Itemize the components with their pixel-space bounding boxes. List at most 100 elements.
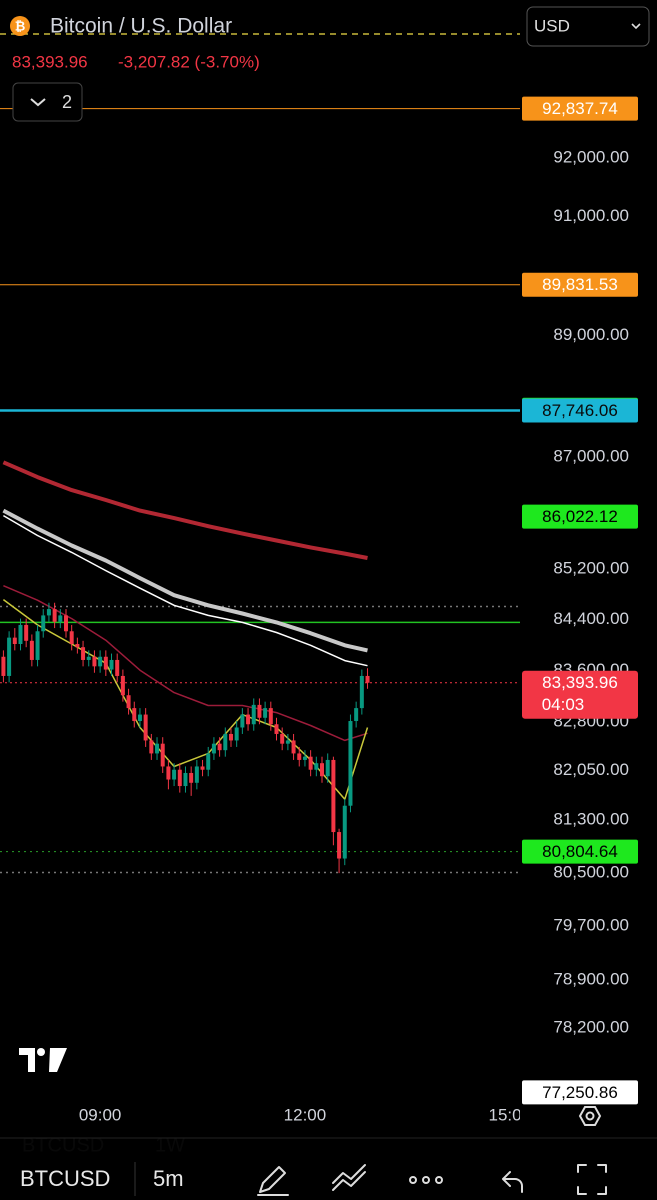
y-tick-label: 82,050.00 <box>553 760 629 779</box>
candle-body <box>194 766 199 783</box>
candle-body <box>149 740 154 754</box>
indicator-toggle[interactable] <box>12 82 83 122</box>
candle-body <box>240 714 245 728</box>
price-label: 89,831.53 <box>542 275 618 294</box>
candle-body <box>46 609 51 616</box>
candle-body <box>206 753 211 770</box>
y-tick-label: 92,000.00 <box>553 148 629 167</box>
tradingview-logo <box>19 1048 67 1072</box>
candle-body <box>251 704 256 725</box>
price-label-box <box>522 1080 638 1105</box>
candle-body <box>314 763 319 770</box>
candle-body <box>280 733 285 744</box>
y-tick-label: 78,200.00 <box>553 1017 629 1036</box>
candle-body <box>223 733 228 751</box>
candle-body <box>18 624 23 645</box>
last-price: 83,393.96 <box>12 52 88 71</box>
candle-body <box>132 708 137 722</box>
candle-body <box>52 609 57 622</box>
candle-body <box>320 763 325 777</box>
candle-body <box>29 640 34 660</box>
price-label: 92,837.74 <box>542 99 618 118</box>
candle-body <box>365 675 370 683</box>
y-tick-label: 80,500.00 <box>553 862 629 881</box>
symbol-button[interactable]: BTCUSD <box>20 1166 110 1191</box>
candle-body <box>86 656 91 660</box>
candle-body <box>177 769 182 787</box>
candle-body <box>58 615 63 622</box>
currency-label: USD <box>534 16 570 35</box>
currency-dropdown[interactable] <box>526 6 650 47</box>
y-tick-label: 91,000.00 <box>553 206 629 225</box>
candle-body <box>126 695 131 709</box>
plot-area <box>0 108 520 874</box>
time-axis: 09:00 12:00 15:00 <box>79 1105 520 1124</box>
price-label: 87,746.06 <box>542 401 618 420</box>
candle-body <box>348 721 353 806</box>
candle-body <box>189 772 194 783</box>
candle-body <box>274 724 279 734</box>
moving-average <box>2 508 368 653</box>
y-tick-label: 79,700.00 <box>553 916 629 935</box>
candle-body <box>291 740 296 754</box>
price-label-box <box>522 839 638 864</box>
candle-body <box>160 743 165 767</box>
candle-body <box>12 637 17 645</box>
candle-body <box>297 753 302 760</box>
candle-body <box>354 708 359 722</box>
candle-body <box>24 624 29 641</box>
candle-body <box>7 637 12 676</box>
candle-body <box>155 743 160 754</box>
price-axis: 92,000.00 91,000.00 89,000.00 87,000.00 85,2… <box>522 96 638 1105</box>
candle-body <box>337 832 342 859</box>
undo-button[interactable] <box>502 1171 523 1193</box>
price-label-box <box>522 96 638 121</box>
price-label: 86,022.12 <box>542 507 618 526</box>
candle-body <box>143 714 148 741</box>
drawing-tools-button[interactable] <box>332 1164 366 1191</box>
candle-body <box>331 759 336 833</box>
candle-body <box>285 740 290 744</box>
y-tick-label: 85,200.00 <box>553 559 629 578</box>
candle-body <box>81 647 86 660</box>
candle-body <box>115 659 120 676</box>
candle-body <box>342 805 347 859</box>
candle-body <box>1 656 6 676</box>
candle-body <box>359 675 364 709</box>
countdown-label: 04:03 <box>542 695 585 714</box>
bitcoin-icon-glyph: ₿ <box>15 18 26 33</box>
more-button[interactable] <box>409 1176 443 1184</box>
price-label-box <box>522 504 638 529</box>
x-tick-label: 12:00 <box>284 1105 327 1124</box>
price-change: -3,207.82 (-3.70%) <box>118 52 260 71</box>
candle-body <box>109 659 114 670</box>
draw-button[interactable] <box>257 1166 289 1196</box>
candle-body <box>69 631 74 645</box>
moving-average <box>3 514 368 667</box>
candle-body <box>92 656 97 667</box>
candle-body <box>103 656 108 670</box>
dropdown-chevron <box>631 23 641 30</box>
candle-body <box>234 727 239 741</box>
y-tick-label: 81,300.00 <box>553 809 629 828</box>
price-label: 77,250.86 <box>542 1083 618 1102</box>
y-tick-label: 78,900.00 <box>553 970 629 989</box>
candle-body <box>75 644 80 648</box>
settings-button[interactable] <box>578 1106 602 1126</box>
moving-average <box>2 460 368 560</box>
candle-body <box>302 756 307 760</box>
candle-body <box>137 714 142 722</box>
price-label-box <box>522 272 638 297</box>
candle-body <box>41 615 46 632</box>
candle-body <box>246 714 251 725</box>
y-tick-label: 87,000.00 <box>553 447 629 466</box>
bitcoin-icon <box>10 16 30 36</box>
y-tick-label: 84,400.00 <box>553 609 629 628</box>
fullscreen-button[interactable] <box>577 1164 607 1195</box>
interval-button[interactable]: 5m <box>153 1166 184 1191</box>
candle-body <box>263 708 268 718</box>
candle-body <box>228 733 233 741</box>
candle-body <box>325 759 330 777</box>
candle-body <box>211 743 216 754</box>
